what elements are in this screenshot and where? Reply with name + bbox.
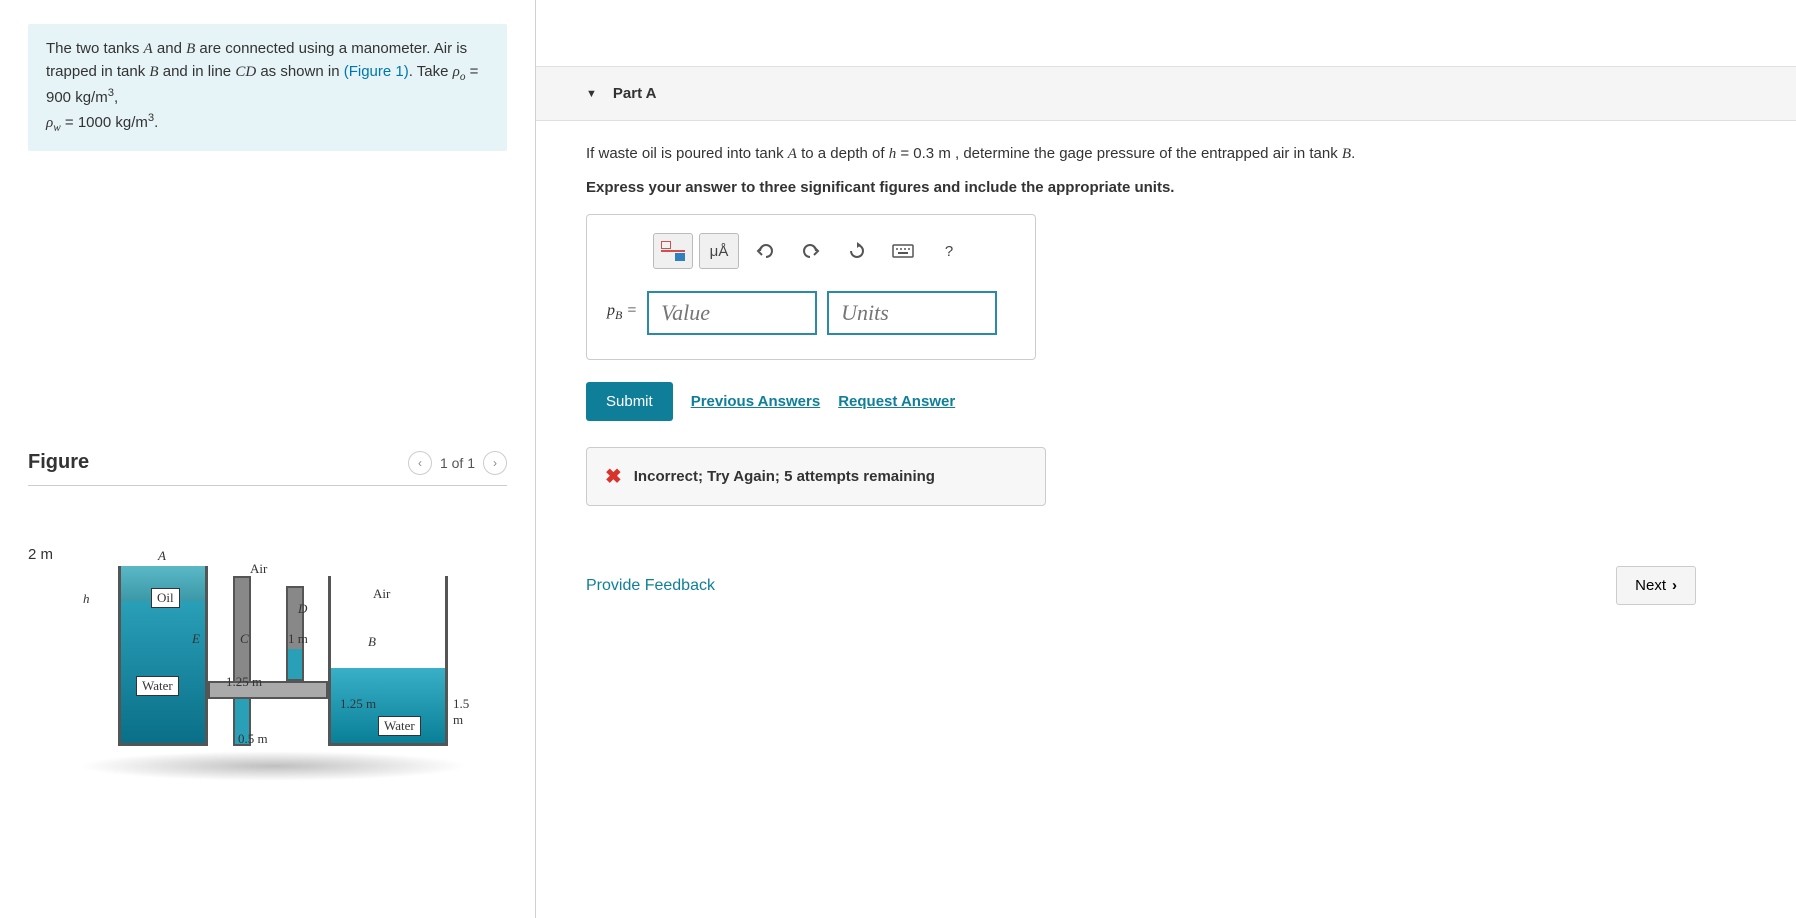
shadow: [78, 751, 468, 781]
part-a-header[interactable]: ▼ Part A: [536, 66, 1796, 121]
label-water1: Water: [136, 676, 179, 696]
t: = 0.3 m , determine the gage pressure of…: [896, 145, 1342, 162]
incorrect-icon: ✖: [605, 464, 622, 489]
label-h: h: [83, 591, 90, 607]
reset-button[interactable]: [837, 233, 877, 269]
request-answer-link[interactable]: Request Answer: [838, 393, 955, 410]
fluid-water-a: [121, 601, 205, 743]
dim-125b: 1.25 m: [340, 696, 376, 712]
redo-icon: [802, 243, 820, 259]
label-B: B: [368, 634, 376, 650]
footer-row: Provide Feedback Next ›: [586, 506, 1746, 605]
dim-05: 0.5 m: [238, 731, 268, 747]
feedback-box: ✖ Incorrect; Try Again; 5 attempts remai…: [586, 447, 1046, 506]
redo-button[interactable]: [791, 233, 831, 269]
units-input[interactable]: [827, 291, 997, 335]
answer-frame: μÅ ? pB =: [586, 214, 1036, 360]
figure-title: Figure: [28, 451, 89, 474]
submit-button[interactable]: Submit: [586, 382, 673, 421]
answer-input-row: pB =: [587, 287, 1035, 359]
label-oil: Oil: [151, 588, 180, 608]
units-symbol-button[interactable]: μÅ: [699, 233, 739, 269]
pipe-1: [233, 576, 251, 746]
comma: ,: [114, 89, 118, 106]
next-label: Next: [1635, 577, 1666, 594]
answer-instruction: Express your answer to three significant…: [586, 179, 1746, 196]
part-a-title: Part A: [613, 85, 657, 102]
help-button[interactable]: ?: [929, 233, 969, 269]
text: and in line: [159, 63, 236, 80]
figure-body: A Air Air D C E B Oil Water Water h 2 m …: [28, 486, 507, 776]
figure-header: Figure ‹ 1 of 1 ›: [28, 451, 507, 486]
var-B2: B: [149, 64, 158, 80]
figure-diagram: A Air Air D C E B Oil Water Water h 2 m …: [28, 546, 458, 776]
previous-answers-link[interactable]: Previous Answers: [691, 393, 821, 410]
var-B: B: [186, 41, 195, 57]
dim-2m: 2 m: [28, 546, 53, 563]
var-A: A: [144, 41, 153, 57]
text: . Take: [409, 63, 453, 80]
t: .: [1351, 145, 1355, 162]
figure-next-button[interactable]: ›: [483, 451, 507, 475]
label-water2: Water: [378, 716, 421, 736]
text: and: [153, 40, 186, 57]
rho-w-sub: w: [53, 122, 61, 134]
dim-1m: 1 m: [288, 631, 308, 647]
label-C: C: [240, 631, 249, 647]
var-CD: CD: [235, 64, 256, 80]
figure-counter: 1 of 1: [440, 455, 475, 471]
t: If waste oil is poured into tank: [586, 145, 788, 162]
figure-ref-link[interactable]: (Figure 1): [344, 63, 409, 80]
keyboard-button[interactable]: [883, 233, 923, 269]
dim-125a: 1.25 m: [226, 674, 262, 690]
period: .: [154, 114, 158, 131]
label-air1: Air: [250, 561, 267, 577]
text: The two tanks: [46, 40, 144, 57]
provide-feedback-link[interactable]: Provide Feedback: [586, 577, 715, 595]
qB: B: [1342, 146, 1351, 162]
label-A: A: [158, 548, 166, 564]
label-air2: Air: [373, 586, 390, 602]
undo-button[interactable]: [745, 233, 785, 269]
qA: A: [788, 146, 797, 162]
fraction-icon: [661, 241, 685, 261]
next-button[interactable]: Next ›: [1616, 566, 1696, 605]
text: as shown in: [256, 63, 344, 80]
action-row: Submit Previous Answers Request Answer: [586, 382, 1746, 421]
rho-w-val: = 1000 kg/m: [61, 114, 148, 131]
dim-15: 1.5 m: [453, 696, 469, 728]
fraction-template-button[interactable]: [653, 233, 693, 269]
answer-toolbar: μÅ ?: [587, 215, 1035, 287]
problem-statement: The two tanks A and B are connected usin…: [28, 24, 507, 151]
value-input[interactable]: [647, 291, 817, 335]
label-E: E: [192, 631, 200, 647]
collapse-icon: ▼: [586, 88, 597, 100]
undo-icon: [756, 243, 774, 259]
chevron-right-icon: ›: [1672, 577, 1677, 594]
keyboard-icon: [892, 244, 914, 258]
question-text: If waste oil is poured into tank A to a …: [586, 143, 1746, 165]
feedback-text: Incorrect; Try Again; 5 attempts remaini…: [634, 468, 935, 485]
rho-o: ρ: [453, 64, 460, 80]
label-D: D: [298, 601, 307, 617]
figure-nav: ‹ 1 of 1 ›: [408, 451, 507, 475]
reset-icon: [848, 242, 866, 260]
answer-lhs: pB =: [607, 302, 637, 323]
figure-prev-button[interactable]: ‹: [408, 451, 432, 475]
t: to a depth of: [797, 145, 889, 162]
